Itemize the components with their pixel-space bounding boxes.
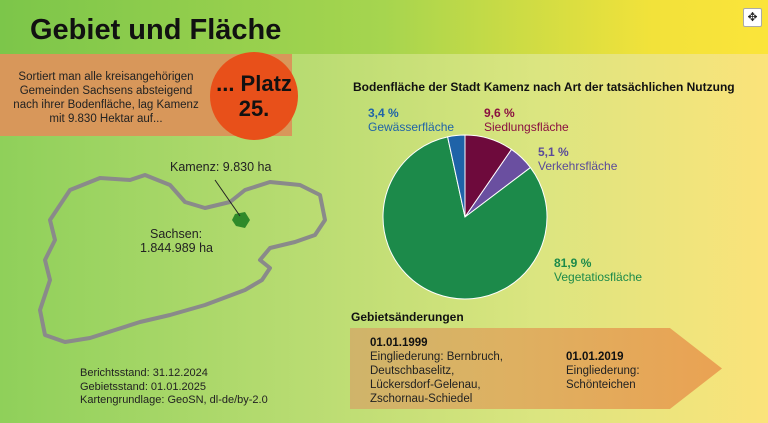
chart-title: Bodenfläche der Stadt Kamenz nach Art de… [353,80,735,94]
pie-slice-gewässerfläche [447,134,466,218]
ranking-badge: ... Platz 25. [210,52,298,140]
event-2019: 01.01.2019 Eingliederung: Schönteichen [566,351,640,391]
source-info: Berichtsstand: 31.12.2024 Gebietsstand: … [80,367,268,408]
event-1999: 01.01.1999 Eingliederung: Bernbruch, Deut… [370,337,503,405]
changes-title: Gebietsänderungen [351,310,464,324]
sachsen-label-2: 1.844.989 ha [140,241,213,255]
kamenz-label: Kamenz: 9.830 ha [170,160,272,174]
header-bar [0,0,768,54]
ranking-place-line1: ... Platz [216,71,292,96]
label-gewaesser: 3,4 % Gewässerfläche [368,106,455,134]
area-date: Gebietsstand: 01.01.2025 [80,380,206,393]
saxony-outline [38,173,327,344]
land-use-pie-chart [382,134,548,300]
saxony-map [38,173,327,344]
map-source: Kartengrundlage: GeoSN, dl-de/by-2.0 [80,394,268,406]
report-date: Berichtsstand: 31.12.2024 [80,367,208,379]
label-verkehr: 5,1 % Verkehrsfläche [538,145,618,173]
pie-slice-vegetatiosfläche [382,136,548,300]
label-siedlung: 9,6 % Siedlungsfläche [484,106,569,134]
sachsen-label-1: Sachsen: [150,227,203,241]
move-icon[interactable]: ✥ [743,8,762,27]
page-title: Gebiet und Fläche [30,14,282,46]
timeline-arrow [350,328,722,409]
label-vegetation: 81,9 % Vegetatiosfläche [554,256,643,284]
ranking-text: Sortiert man alle kreisangehörigen Gemei… [13,71,199,125]
ranking-place-line2: 25. [238,96,270,121]
kamenz-area [232,212,250,228]
